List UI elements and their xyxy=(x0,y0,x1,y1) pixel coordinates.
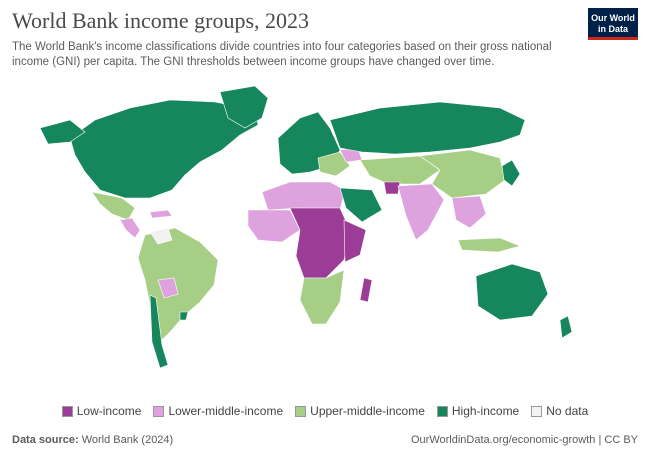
legend-label: Low-income xyxy=(76,404,142,418)
region-south-asia[interactable] xyxy=(397,183,445,241)
region-alaska[interactable] xyxy=(39,119,86,145)
region-china[interactable] xyxy=(419,149,506,199)
region-indonesia[interactable] xyxy=(457,237,521,253)
region-south-america[interactable] xyxy=(137,227,219,343)
legend-swatch xyxy=(531,405,543,417)
region-greenland[interactable] xyxy=(219,85,269,129)
region-uruguay[interactable] xyxy=(179,311,189,321)
data-source-value[interactable]: World Bank (2024) xyxy=(81,434,174,446)
region-madagascar[interactable] xyxy=(359,277,373,303)
logo-line-1: Our World xyxy=(591,13,635,23)
legend-item-upper-middle-income[interactable]: Upper-middle-income xyxy=(295,404,425,418)
legend-swatch xyxy=(153,405,165,417)
region-caribbean[interactable] xyxy=(149,209,173,219)
region-southern-africa[interactable] xyxy=(299,269,345,325)
region-west-africa[interactable] xyxy=(247,209,301,243)
region-venezuela[interactable] xyxy=(149,227,173,245)
legend-item-no-data[interactable]: No data xyxy=(531,404,588,418)
legend-item-low-income[interactable]: Low-income xyxy=(61,404,142,418)
data-source-label: Data source: xyxy=(12,434,79,446)
region-afghanistan[interactable] xyxy=(383,181,401,195)
region-east-africa[interactable] xyxy=(343,219,367,263)
legend-label: High-income xyxy=(451,404,520,418)
region-new-zealand[interactable] xyxy=(559,315,573,339)
region-north-africa[interactable] xyxy=(261,181,346,211)
chart-title: World Bank income groups, 2023 xyxy=(12,8,310,33)
data-source: Data source: World Bank (2024) xyxy=(12,434,173,446)
legend-swatch xyxy=(436,405,448,417)
region-korea-japan[interactable] xyxy=(501,159,521,187)
region-north-america[interactable] xyxy=(69,99,259,199)
region-chile[interactable] xyxy=(149,294,169,369)
region-australia[interactable] xyxy=(475,263,549,321)
logo-line-2: in Data xyxy=(597,24,628,34)
footer-url[interactable]: OurWorldinData.org/economic-growth | CC … xyxy=(410,434,638,446)
region-russia[interactable] xyxy=(329,101,526,155)
map-legend: Low-income Lower-middle-income Upper-mid… xyxy=(0,404,650,418)
chart-subtitle: The World Bank's income classifications … xyxy=(12,41,552,68)
legend-swatch xyxy=(295,405,307,417)
region-eastern-europe[interactable] xyxy=(317,151,351,177)
region-bolivia[interactable] xyxy=(157,277,179,299)
legend-label: Lower-middle-income xyxy=(168,404,284,418)
legend-item-lower-middle-income[interactable]: Lower-middle-income xyxy=(153,404,283,418)
region-southeast-asia[interactable] xyxy=(451,195,487,229)
world-map[interactable] xyxy=(0,80,650,400)
owid-logo[interactable]: Our World in Data xyxy=(588,8,638,40)
region-sahel-central-africa[interactable] xyxy=(289,207,351,279)
legend-label: No data xyxy=(546,404,589,418)
region-arabian-peninsula[interactable] xyxy=(339,187,383,223)
region-central-america[interactable] xyxy=(119,217,141,239)
legend-swatch xyxy=(61,405,73,417)
legend-item-high-income[interactable]: High-income xyxy=(436,404,520,418)
footer: Data source: World Bank (2024) OurWorldi… xyxy=(12,434,638,446)
legend-label: Upper-middle-income xyxy=(310,404,425,418)
